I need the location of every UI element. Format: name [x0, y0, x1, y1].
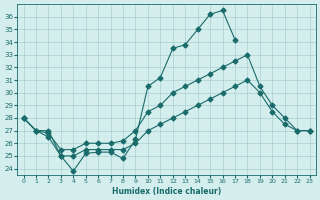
X-axis label: Humidex (Indice chaleur): Humidex (Indice chaleur) — [112, 187, 221, 196]
